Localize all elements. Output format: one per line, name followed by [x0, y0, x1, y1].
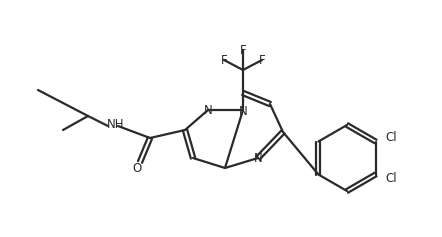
Text: F: F: [259, 54, 265, 67]
Text: F: F: [221, 54, 227, 67]
Text: N: N: [254, 152, 263, 165]
Text: N: N: [204, 104, 212, 117]
Text: O: O: [132, 161, 141, 174]
Text: Cl: Cl: [386, 172, 397, 185]
Text: NH: NH: [107, 118, 125, 131]
Text: N: N: [239, 105, 248, 118]
Text: Cl: Cl: [386, 131, 397, 144]
Text: F: F: [240, 44, 246, 56]
